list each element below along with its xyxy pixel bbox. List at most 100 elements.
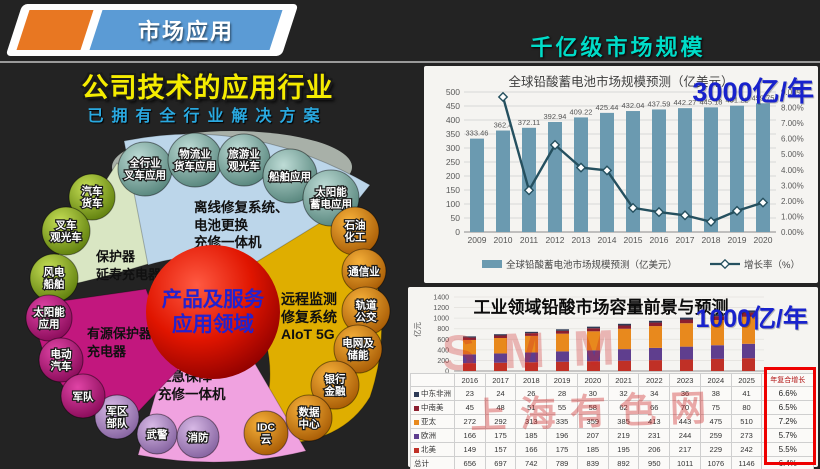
row-label-北美: 北美 [410, 442, 455, 457]
industry-ball-label: 电动汽车 [51, 348, 72, 373]
stack-segment-2019 [556, 333, 569, 352]
stack-segment-2023 [680, 323, 693, 347]
x-tick-2010: 2010 [494, 235, 513, 245]
industry-ball [243, 410, 289, 456]
legend-marker [414, 391, 419, 397]
stack-segment-2021 [618, 349, 631, 361]
stack-segment-2016 [463, 337, 476, 340]
bar-2017 [678, 108, 692, 232]
stack-segment-2021 [618, 328, 631, 350]
value-cell: 157 [484, 442, 517, 457]
value-cell: 175 [546, 442, 578, 457]
industry-ball-label: 物流业货车应用 [173, 148, 216, 173]
value-cell: 273 [730, 428, 763, 443]
stack-segment-2022 [649, 320, 662, 323]
industry-ball-label: 风电船舶 [44, 266, 65, 291]
year-header: 2023 [669, 373, 701, 387]
stack-segment-2022 [649, 347, 662, 361]
y-left-tick: 150 [446, 185, 460, 195]
bar-value-label: 425.44 [596, 103, 619, 112]
value-cell: 413 [638, 414, 671, 429]
growth-point [731, 205, 743, 217]
bar-2013 [574, 117, 588, 232]
y-right-tick: 3.00% [781, 181, 804, 190]
header-banner: 市场应用 [5, 4, 299, 56]
value-cell: 443 [669, 414, 701, 429]
y-left-tick: 400 [446, 115, 460, 125]
bar-2012 [548, 121, 562, 232]
x-tick-2011: 2011 [520, 235, 539, 245]
value-cell: 242 [730, 442, 763, 457]
industry-ball-label: 太阳能应用 [32, 306, 65, 331]
table-row: 北美 149 157 166 175 185 195 206 217 229 242 5.5% [410, 442, 814, 457]
value-cell: 950 [638, 456, 671, 469]
value-cell: 166 [453, 428, 486, 443]
value-cell: 62 [607, 400, 640, 415]
industry-ball-label: 船舶应用 [269, 170, 311, 183]
table-row: 中南美 45 48 51 55 58 62 66 70 75 80 6.5% [410, 400, 814, 415]
industry-ball-label: 数据中心 [298, 406, 320, 431]
legend-marker [414, 433, 419, 439]
year-header: 2019 [546, 373, 578, 387]
y-left-tick: 450 [446, 101, 460, 111]
industry-ball [333, 324, 383, 374]
y-right-tick: 7.00% [781, 119, 804, 128]
year-header: 2025 [730, 373, 763, 387]
value-cell: 55 [546, 400, 578, 415]
value-cell: 292 [484, 414, 517, 429]
x-tick-2012: 2012 [546, 235, 565, 245]
year-header: 2021 [607, 373, 640, 387]
value-cell: 313 [515, 414, 548, 429]
bar-2020 [756, 103, 770, 232]
y-left-tick: 200 [446, 171, 460, 181]
industry-ball [94, 394, 140, 440]
industry-ball-label: 通信业 [348, 265, 380, 278]
value-cell: 259 [699, 428, 732, 443]
stack-segment-2021 [618, 360, 631, 371]
y-right-tick: 9.00% [781, 88, 804, 97]
x-tick-2015: 2015 [624, 235, 643, 245]
table-row: 欧洲 166 175 185 196 207 219 231 244 259 273 5.7% [410, 428, 814, 443]
value-cell: 892 [607, 456, 640, 469]
global-market-chart-panel: 全球铅酸蓄电池市场规模预测（亿美元） 3000亿/年 0 50 100 150 200 2… [424, 66, 818, 283]
capacity-stacked-bars [463, 310, 755, 371]
stack-segment-2025 [742, 316, 755, 344]
stack-segment-2017 [494, 338, 507, 354]
industry-ball-label: 全行业叉车应用 [123, 157, 166, 182]
stack-segment-2024 [711, 314, 724, 317]
stack-segment-2020 [587, 331, 600, 351]
industry-ball [285, 394, 333, 442]
legend-marker [414, 447, 419, 453]
y-left-tick: 350 [446, 129, 460, 139]
x-tick-2017: 2017 [676, 235, 695, 245]
industry-ball [176, 415, 220, 459]
bar-value-label: 392.94 [544, 112, 567, 121]
value-cell: 48 [484, 400, 517, 415]
year-header: 2017 [484, 373, 517, 387]
value-cell: 32 [607, 386, 640, 401]
y-tick: 400 [437, 347, 449, 354]
bar-value-label: 432.04 [622, 101, 645, 110]
industry-ball-label: 叉车观光车 [50, 219, 82, 244]
value-cell: 207 [576, 428, 609, 443]
y-left-tick: 50 [451, 213, 461, 223]
year-header: 2020 [576, 373, 609, 387]
industrial-market-panel: 0 200 400 600 800 1000 1200 1400 亿元 工业领域铅酸市场容量前景… [408, 287, 818, 469]
value-cell: 38 [699, 386, 732, 401]
value-cell: 385 [607, 414, 640, 429]
global-market-chart-title: 全球铅酸蓄电池市场规模预测（亿美元） [508, 75, 734, 89]
stack-segment-2021 [618, 323, 631, 326]
bar-2015 [626, 111, 640, 232]
bar-value-label: 437.59 [648, 99, 671, 108]
industry-ball-label: 太阳能蓄电应用 [310, 186, 352, 211]
stack-segment-2017 [494, 334, 507, 336]
stack-segment-2020 [587, 328, 600, 332]
stack-segment-2017 [494, 353, 507, 363]
market-size-bars: 333.46 2009 362.4 2010 372.11 2011 392.94 2012 4… [466, 93, 775, 245]
stack-segment-2022 [649, 322, 662, 327]
value-cell: 185 [576, 442, 609, 457]
